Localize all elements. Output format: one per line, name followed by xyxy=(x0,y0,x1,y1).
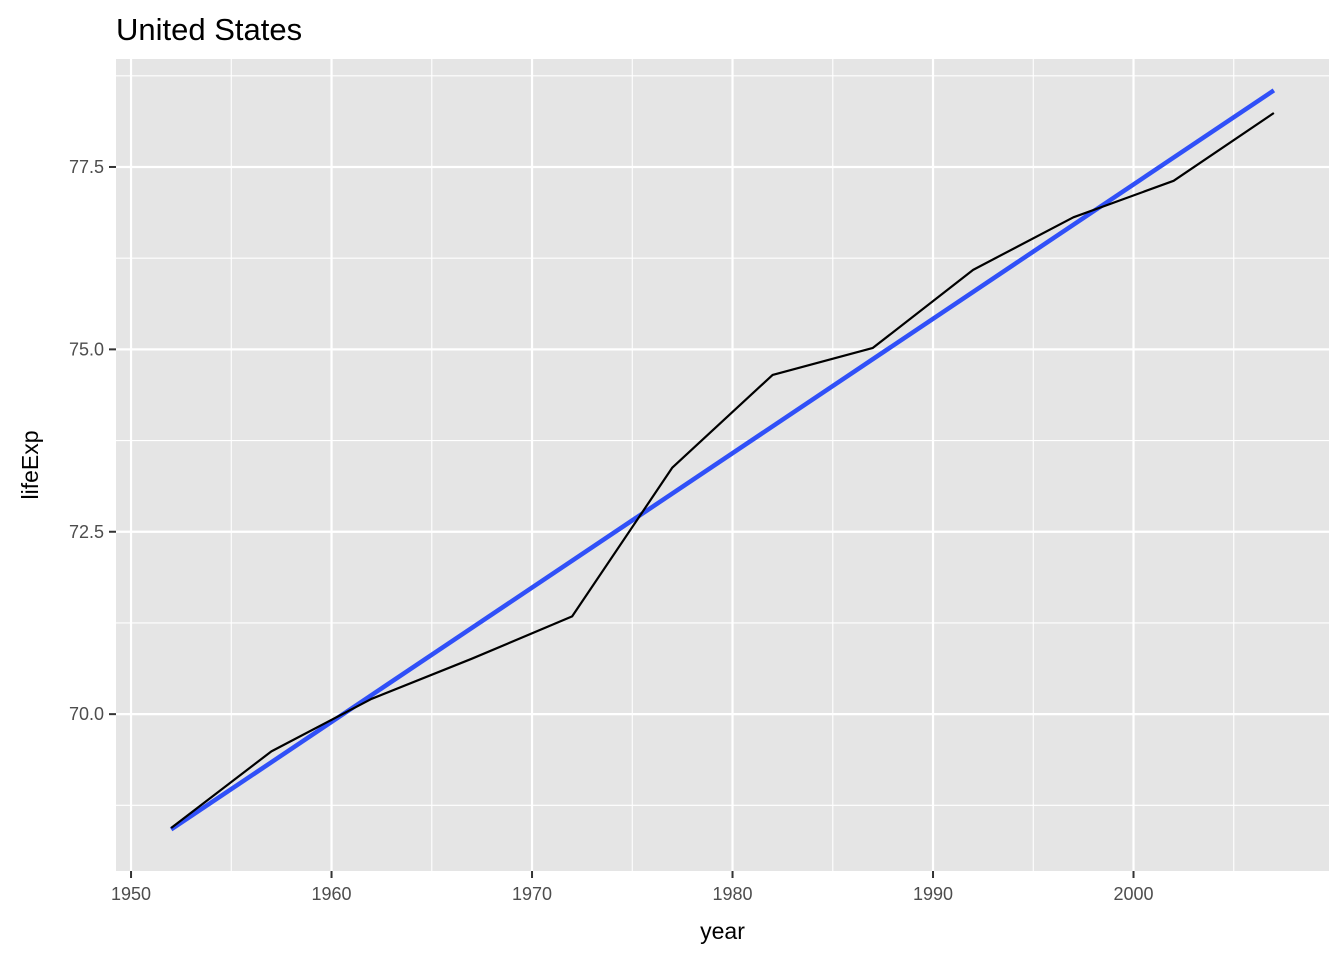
x-tick-label: 1990 xyxy=(913,884,953,904)
x-tick-label: 1950 xyxy=(111,884,151,904)
x-tick-label: 2000 xyxy=(1113,884,1153,904)
x-tick-label: 1960 xyxy=(312,884,352,904)
y-tick-label: 70.0 xyxy=(69,704,104,724)
y-tick-label: 72.5 xyxy=(69,522,104,542)
trend-line xyxy=(169,88,1276,832)
x-axis: 1950 1960 1970 1980 1990 2000 xyxy=(111,871,1154,904)
x-tick-label: 1970 xyxy=(512,884,552,904)
y-axis-title: lifeExp xyxy=(17,430,43,499)
minor-grid xyxy=(116,59,1329,871)
series-line xyxy=(170,112,1275,829)
y-tick-label: 75.0 xyxy=(69,339,104,359)
y-tick-label: 77.5 xyxy=(69,157,104,177)
chart-title: United States xyxy=(116,12,302,47)
x-axis-title: year xyxy=(700,918,745,944)
x-tick-label: 1980 xyxy=(713,884,753,904)
y-axis: 70.0 72.5 75.0 77.5 xyxy=(69,157,116,724)
plot-panel xyxy=(116,59,1329,871)
major-grid xyxy=(116,59,1329,871)
